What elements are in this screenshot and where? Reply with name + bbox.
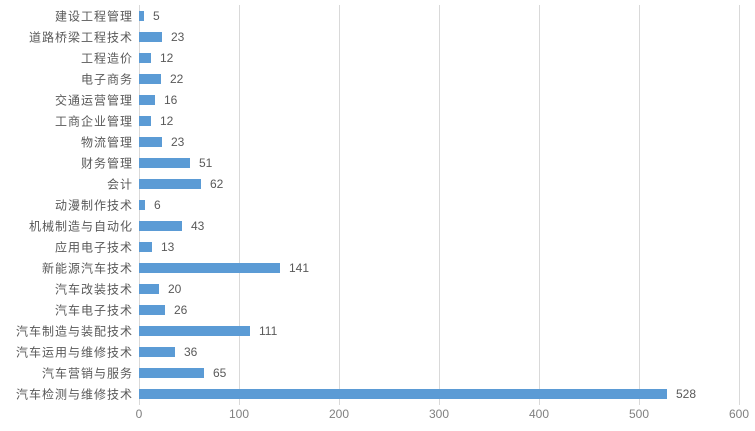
gridline [739,5,740,405]
chart-row: 26 [139,300,739,321]
gridline [539,5,540,405]
chart-row: 23 [139,131,739,152]
chart-row: 43 [139,216,739,237]
category-label: 汽车改装技术 [54,282,133,297]
bar [139,242,152,253]
chart-row: 12 [139,110,739,131]
bar [139,347,175,358]
x-axis-tick-label: 600 [728,407,750,421]
value-label: 13 [161,240,175,255]
value-label: 6 [154,197,161,212]
bar [139,10,144,21]
category-label: 工商企业管理 [54,114,133,129]
value-label: 51 [199,155,213,170]
x-axis-tick-label: 100 [228,407,250,421]
chart-row: 36 [139,342,739,363]
x-axis-tick-label: 400 [528,407,550,421]
bar [139,115,151,126]
value-label: 12 [160,113,174,128]
chart-row: 6 [139,194,739,215]
chart-row: 22 [139,68,739,89]
category-label: 汽车营销与服务 [41,366,133,381]
chart-row: 111 [139,321,739,342]
x-axis-tick-label: 200 [328,407,350,421]
category-label: 汽车运用与维修技术 [15,345,133,360]
category-label: 新能源汽车技术 [41,261,133,276]
chart-row: 141 [139,258,739,279]
category-label: 建设工程管理 [54,9,133,24]
value-label: 36 [184,345,198,360]
value-label: 20 [168,282,182,297]
bar [139,368,204,379]
bar [139,263,280,274]
category-label: 电子商务 [80,72,133,87]
category-label: 应用电子技术 [54,240,133,255]
chart-row: 12 [139,47,739,68]
bar [139,73,161,84]
bar [139,178,201,189]
chart-row: 23 [139,26,739,47]
value-label: 43 [191,219,205,234]
bar [139,94,155,105]
category-label: 动漫制作技术 [54,198,133,213]
value-label: 16 [164,92,178,107]
category-label: 会计 [106,177,133,192]
value-label: 111 [259,324,278,339]
chart-row: 528 [139,384,739,405]
value-label: 62 [210,176,224,191]
bar [139,136,162,147]
value-label: 23 [171,29,185,44]
bar [139,305,165,316]
value-label: 5 [153,8,160,23]
value-label: 528 [676,387,697,402]
bar [139,389,667,400]
gridline [639,5,640,405]
gridline [439,5,440,405]
category-label: 机械制造与自动化 [28,219,133,234]
gridline [239,5,240,405]
value-label: 141 [289,261,310,276]
bar [139,31,162,42]
category-label: 财务管理 [80,156,133,171]
value-label: 12 [160,50,174,65]
category-label: 汽车制造与装配技术 [15,324,133,339]
chart-row: 20 [139,279,739,300]
bar [139,221,182,232]
chart-row: 13 [139,237,739,258]
x-axis: 0 100 200 300 400 500 600 [135,407,749,427]
bar [139,157,190,168]
x-axis-tick-label: 300 [428,407,450,421]
value-label: 26 [174,303,188,318]
category-label: 交通运营管理 [54,93,133,108]
category-label: 汽车检测与维修技术 [15,387,133,402]
bar [139,199,145,210]
chart-row: 51 [139,152,739,173]
x-axis-tick-label: 0 [135,407,143,421]
value-label: 22 [170,71,184,86]
bar [139,326,250,337]
chart-row: 5 [139,5,739,26]
chart-row: 65 [139,363,739,384]
x-axis-tick-label: 500 [628,407,650,421]
category-label: 汽车电子技术 [54,303,133,318]
chart-row: 62 [139,173,739,194]
chart-row: 16 [139,89,739,110]
value-label: 23 [171,134,185,149]
bar [139,52,151,63]
value-label: 65 [213,366,227,381]
plot-area: 5 23 12 22 16 12 23 51 62 6 43 13 141 20 26 111 36 65 528 [139,5,740,405]
gridline [339,5,340,405]
category-label: 道路桥梁工程技术 [28,30,133,45]
category-label: 工程造价 [80,51,133,66]
bar [139,284,159,295]
category-label: 物流管理 [80,135,133,150]
